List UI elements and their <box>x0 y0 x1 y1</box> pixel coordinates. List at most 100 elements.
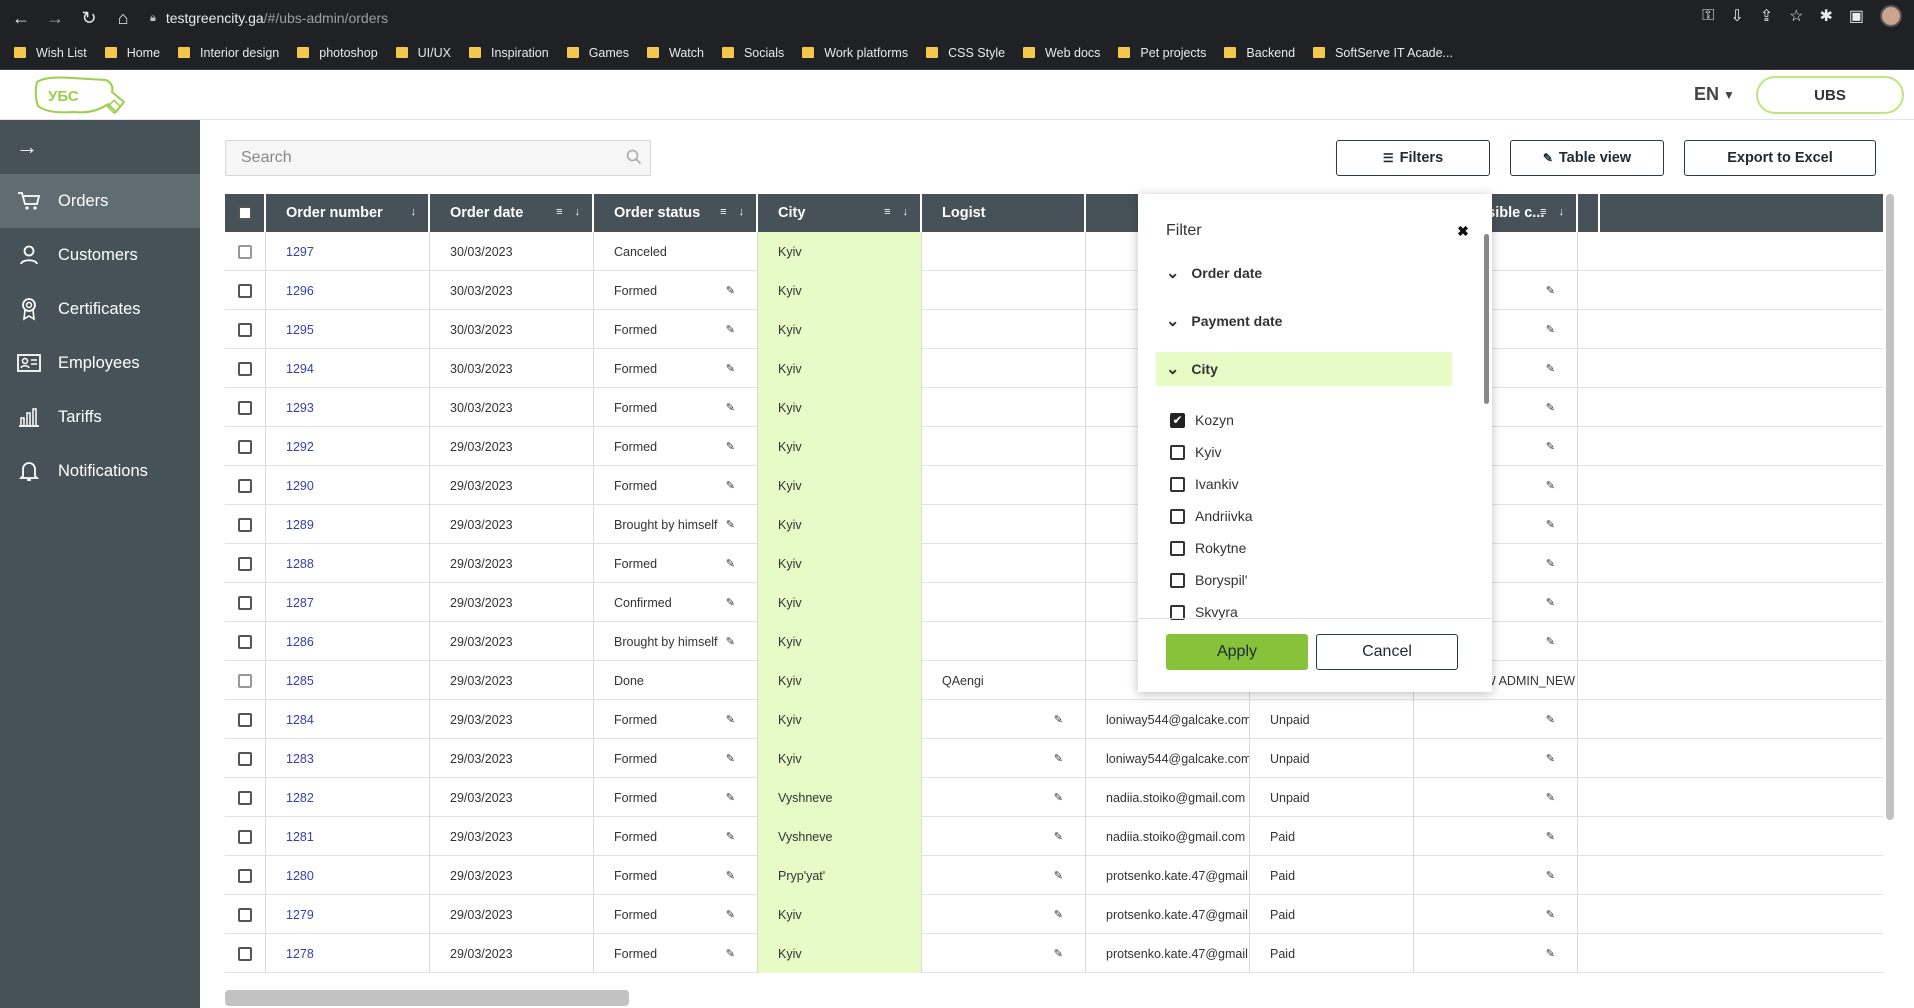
cell-resp[interactable]: ✎ <box>1414 778 1578 817</box>
vertical-scrollbar[interactable] <box>1886 194 1894 820</box>
sidepanel-icon[interactable]: ▣ <box>1848 8 1864 25</box>
row-checkbox[interactable] <box>238 283 252 298</box>
cell-resp[interactable]: ✎ <box>1414 895 1578 934</box>
cell-status[interactable]: Formed ✎ <box>594 466 758 505</box>
row-select-cell[interactable] <box>225 271 266 310</box>
cell-num[interactable]: 1295 <box>266 310 430 349</box>
row-select-cell[interactable] <box>225 427 266 466</box>
filter-checkbox[interactable] <box>1170 572 1185 588</box>
edit-pencil-icon[interactable]: ✎ <box>1053 792 1063 804</box>
edit-pencil-icon[interactable]: ✎ <box>725 714 735 726</box>
edit-pencil-icon[interactable]: ✎ <box>1053 870 1063 882</box>
bookmark-item[interactable]: Work platforms <box>802 46 908 60</box>
cell-resp[interactable]: ✎ <box>1414 739 1578 778</box>
star-icon[interactable]: ☆ <box>1789 8 1804 25</box>
sidebar-item-tariffs[interactable]: Tariffs <box>0 390 200 444</box>
cell-num[interactable]: 1278 <box>266 934 430 973</box>
language-select[interactable]: EN ▼ <box>1694 84 1735 105</box>
cell-num[interactable]: 1293 <box>266 388 430 427</box>
edit-pencil-icon[interactable]: ✎ <box>1545 324 1555 336</box>
filter-section-order-date[interactable]: ⌄ Order date <box>1156 256 1452 290</box>
edit-pencil-icon[interactable]: ✎ <box>1545 519 1555 531</box>
filter-section-payment-date[interactable]: ⌄ Payment date <box>1156 304 1452 338</box>
filter-icon[interactable]: ≡ <box>884 206 891 218</box>
bookmark-item[interactable]: CSS Style <box>926 46 1005 60</box>
edit-pencil-icon[interactable]: ✎ <box>725 909 735 921</box>
cell-num[interactable]: 1283 <box>266 739 430 778</box>
cell-email[interactable]: loniway544@galcake.com <box>1086 700 1250 739</box>
filter-option-boryspil[interactable]: Boryspil' <box>1170 569 1247 591</box>
sidebar-item-certificates[interactable]: Certificates <box>0 282 200 336</box>
cell-logist[interactable]: ✎ <box>922 895 1086 934</box>
cell-logist[interactable]: ✎ <box>922 817 1086 856</box>
cell-status[interactable]: Formed ✎ <box>594 739 758 778</box>
cell-resp[interactable]: ✎ <box>1414 700 1578 739</box>
row-select-cell[interactable] <box>225 505 266 544</box>
edit-pencil-icon[interactable]: ✎ <box>1053 714 1063 726</box>
edit-pencil-icon[interactable]: ✎ <box>725 831 735 843</box>
column-header-order-status[interactable]: Order status ≡ ↓ <box>594 194 758 232</box>
cell-num[interactable]: 1280 <box>266 856 430 895</box>
cell-status[interactable]: Formed ✎ <box>594 349 758 388</box>
row-checkbox[interactable] <box>238 868 252 883</box>
bookmark-item[interactable]: SoftServe IT Acade... <box>1313 46 1453 60</box>
cell-status[interactable]: Formed ✎ <box>594 271 758 310</box>
ubs-button[interactable]: UBS <box>1756 76 1904 114</box>
cell-resp[interactable]: ✎ <box>1414 544 1578 583</box>
row-select-cell[interactable] <box>225 544 266 583</box>
cell-logist[interactable]: ✎ <box>922 856 1086 895</box>
sort-arrow-icon[interactable]: ↓ <box>902 206 909 218</box>
filter-checkbox[interactable] <box>1170 540 1185 556</box>
edit-pencil-icon[interactable]: ✎ <box>725 870 735 882</box>
row-checkbox[interactable] <box>238 673 252 688</box>
table-row[interactable]: 128529/03/2023DoneKyivQAengiPaidUBS_NEW … <box>225 661 1883 700</box>
cell-num[interactable]: 1281 <box>266 817 430 856</box>
table-row[interactable]: 1282 29/03/2023 Formed ✎ Vyshneve ✎ nadiia.sto… <box>225 778 1883 817</box>
bookmark-item[interactable]: Socials <box>721 46 784 60</box>
filter-icon[interactable]: ≡ <box>720 206 727 218</box>
row-checkbox[interactable] <box>238 829 252 844</box>
table-row[interactable]: 1281 29/03/2023 Formed ✎ Vyshneve ✎ nadiia.sto… <box>225 817 1883 856</box>
ubs-logo[interactable]: УБС <box>34 74 134 118</box>
row-select-cell[interactable] <box>225 934 266 973</box>
row-checkbox[interactable] <box>238 790 252 805</box>
forward-icon[interactable]: → <box>46 7 64 28</box>
cell-logist[interactable]: ✎ <box>922 934 1086 973</box>
edit-pencil-icon[interactable]: ✎ <box>1545 636 1555 648</box>
cell-status[interactable]: Formed ✎ <box>594 934 758 973</box>
cell-status[interactable]: Formed ✎ <box>594 856 758 895</box>
cell-num[interactable]: 1290 <box>266 466 430 505</box>
edit-pencil-icon[interactable]: ✎ <box>1545 363 1555 375</box>
cell-logist[interactable] <box>922 583 1086 622</box>
sidebar-item-employees[interactable]: Employees <box>0 336 200 390</box>
cell-num[interactable]: 1286 <box>266 622 430 661</box>
edit-pencil-icon[interactable]: ✎ <box>1545 870 1555 882</box>
sort-arrow-icon[interactable]: ↓ <box>410 206 417 218</box>
sidebar-item-orders[interactable]: Orders <box>0 174 200 228</box>
filter-section-city[interactable]: ⌄ City <box>1156 352 1452 386</box>
row-checkbox[interactable] <box>238 478 252 493</box>
row-checkbox[interactable] <box>238 634 252 649</box>
bookmark-item[interactable]: Games <box>566 46 629 60</box>
edit-pencil-icon[interactable]: ✎ <box>1545 714 1555 726</box>
bookmark-item[interactable]: UI/UX <box>395 46 451 60</box>
cell-status[interactable]: Formed ✎ <box>594 544 758 583</box>
extensions-icon[interactable]: ✱ <box>1819 8 1833 25</box>
cell-email[interactable]: nadiia.stoiko@gmail.com <box>1086 778 1250 817</box>
table-row[interactable]: 1280 29/03/2023 Formed ✎ Pryp'yat' ✎ protsenko… <box>225 856 1883 895</box>
table-row[interactable]: 1284 29/03/2023 Formed ✎ Kyiv ✎ loniway544@gal… <box>225 700 1883 739</box>
reload-icon[interactable]: ↻ <box>81 7 97 28</box>
cell-status[interactable]: Formed ✎ <box>594 388 758 427</box>
cell-status[interactable]: Confirmed ✎ <box>594 583 758 622</box>
cell-resp[interactable]: ✎ <box>1414 271 1578 310</box>
edit-pencil-icon[interactable]: ✎ <box>1053 948 1063 960</box>
filter-option-kyiv[interactable]: Kyiv <box>1170 441 1221 463</box>
sort-arrow-icon[interactable]: ↓ <box>738 206 745 218</box>
edit-pencil-icon[interactable]: ✎ <box>725 948 735 960</box>
